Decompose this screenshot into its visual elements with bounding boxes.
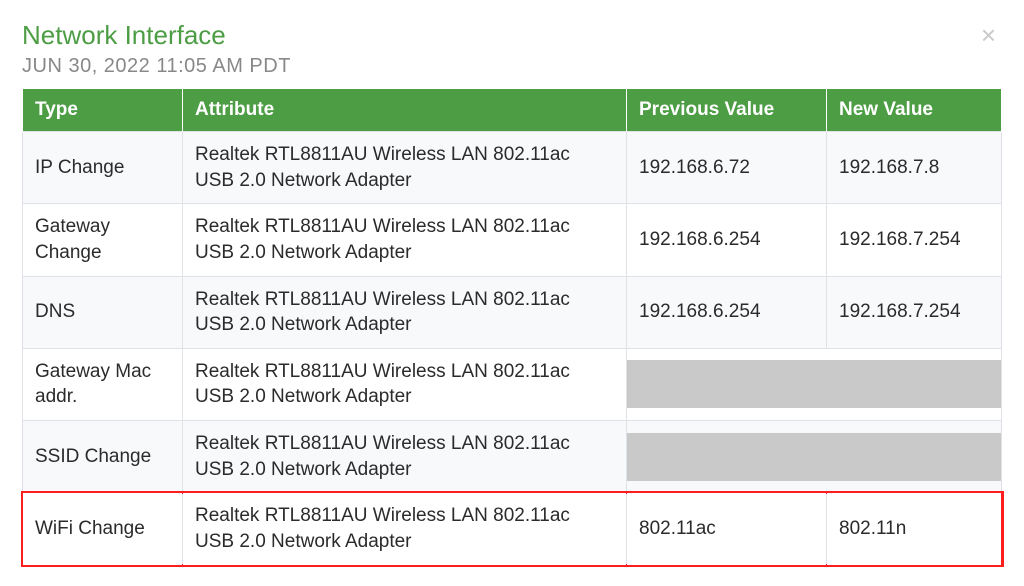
cell-attribute: Realtek RTL8811AU Wireless LAN 802.11ac … xyxy=(183,204,627,276)
col-new: New Value xyxy=(827,89,1002,132)
cell-new: 192.168.7.254 xyxy=(827,276,1002,348)
cell-new: 192.168.7.8 xyxy=(827,132,1002,204)
cell-new: 802.11n xyxy=(827,493,1002,565)
cell-redacted xyxy=(627,421,1002,493)
table-header-row: Type Attribute Previous Value New Value xyxy=(23,89,1002,132)
cell-type: IP Change xyxy=(23,132,183,204)
table-row: Gateway ChangeRealtek RTL8811AU Wireless… xyxy=(23,204,1002,276)
table-row: IP ChangeRealtek RTL8811AU Wireless LAN … xyxy=(23,132,1002,204)
cell-new: 192.168.7.254 xyxy=(827,204,1002,276)
cell-prev: 802.11ac xyxy=(627,493,827,565)
close-icon[interactable]: × xyxy=(975,20,1002,50)
network-changes-table: Type Attribute Previous Value New Value … xyxy=(22,88,1002,566)
cell-attribute: Realtek RTL8811AU Wireless LAN 802.11ac … xyxy=(183,132,627,204)
col-attribute: Attribute xyxy=(183,89,627,132)
col-type: Type xyxy=(23,89,183,132)
page-title: Network Interface xyxy=(22,20,291,51)
table-row: SSID ChangeRealtek RTL8811AU Wireless LA… xyxy=(23,421,1002,493)
redaction-block xyxy=(627,360,1001,408)
redaction-block xyxy=(627,433,1001,481)
cell-type: SSID Change xyxy=(23,421,183,493)
cell-attribute: Realtek RTL8811AU Wireless LAN 802.11ac … xyxy=(183,493,627,565)
table-row: Gateway Mac addr.Realtek RTL8811AU Wirel… xyxy=(23,348,1002,420)
cell-attribute: Realtek RTL8811AU Wireless LAN 802.11ac … xyxy=(183,276,627,348)
cell-prev: 192.168.6.254 xyxy=(627,276,827,348)
cell-attribute: Realtek RTL8811AU Wireless LAN 802.11ac … xyxy=(183,348,627,420)
cell-type: Gateway Change xyxy=(23,204,183,276)
table-row: DNSRealtek RTL8811AU Wireless LAN 802.11… xyxy=(23,276,1002,348)
cell-prev: 192.168.6.254 xyxy=(627,204,827,276)
col-prev: Previous Value xyxy=(627,89,827,132)
cell-prev: 192.168.6.72 xyxy=(627,132,827,204)
cell-attribute: Realtek RTL8811AU Wireless LAN 802.11ac … xyxy=(183,421,627,493)
cell-type: WiFi Change xyxy=(23,493,183,565)
timestamp: JUN 30, 2022 11:05 AM PDT xyxy=(22,55,291,78)
cell-type: DNS xyxy=(23,276,183,348)
cell-redacted xyxy=(627,348,1002,420)
cell-type: Gateway Mac addr. xyxy=(23,348,183,420)
table-row: WiFi ChangeRealtek RTL8811AU Wireless LA… xyxy=(23,493,1002,565)
